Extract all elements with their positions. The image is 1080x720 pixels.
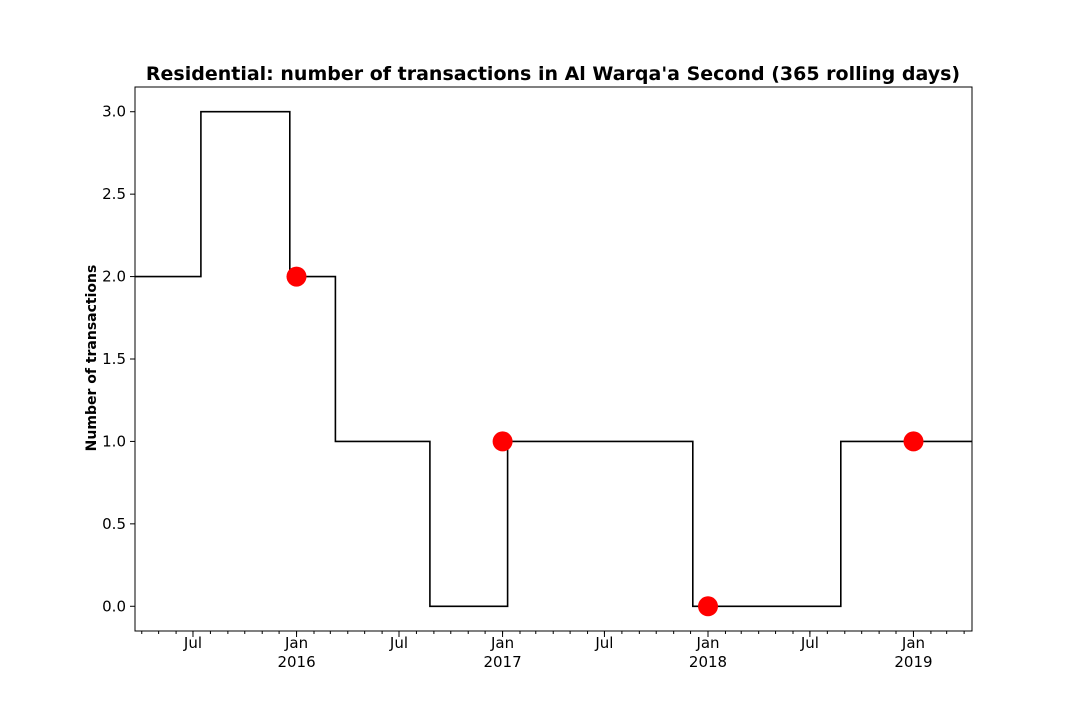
x-tick-label-4: Jul: [594, 634, 613, 652]
x-tick-label-6: Jul: [800, 634, 819, 652]
data-marker-2: [698, 596, 718, 617]
series-line-0: [135, 110, 972, 608]
x-tick-year-7: 2019: [894, 653, 932, 671]
series-layer: [135, 110, 972, 608]
data-marker-3: [903, 431, 924, 452]
x-tick-year-1: 2016: [277, 653, 315, 671]
y-axis: 0.0 0.5 1.0 1.5 2.0 2.5 3.0: [102, 103, 135, 615]
x-tick-label-3: Jan: [490, 634, 514, 652]
y-tick-label-0: 0.0: [102, 597, 126, 615]
y-tick-label-3: 1.5: [102, 350, 126, 368]
y-tick-label-4: 2.0: [102, 268, 126, 286]
y-axis-label: Number of transactions: [84, 265, 100, 452]
plot-frame: [134, 86, 973, 632]
data-marker-1: [492, 431, 513, 452]
x-tick-label-2: Jul: [389, 634, 408, 652]
data-marker-0: [286, 266, 307, 287]
x-tick-label-5: Jan: [695, 634, 719, 652]
chart-title: Residential: number of transactions in A…: [146, 63, 960, 85]
marker-layer: [286, 266, 924, 617]
x-tick-label-0: Jul: [183, 634, 202, 652]
x-tick-label-1: Jan: [284, 634, 308, 652]
x-tick-year-3: 2017: [483, 653, 521, 671]
y-tick-label-5: 2.5: [102, 185, 126, 203]
y-tick-label-6: 3.0: [102, 103, 126, 121]
y-tick-label-1: 0.5: [102, 515, 126, 533]
x-tick-label-7: Jan: [901, 634, 925, 652]
x-tick-year-5: 2018: [689, 653, 727, 671]
y-tick-label-2: 1.0: [102, 432, 126, 450]
